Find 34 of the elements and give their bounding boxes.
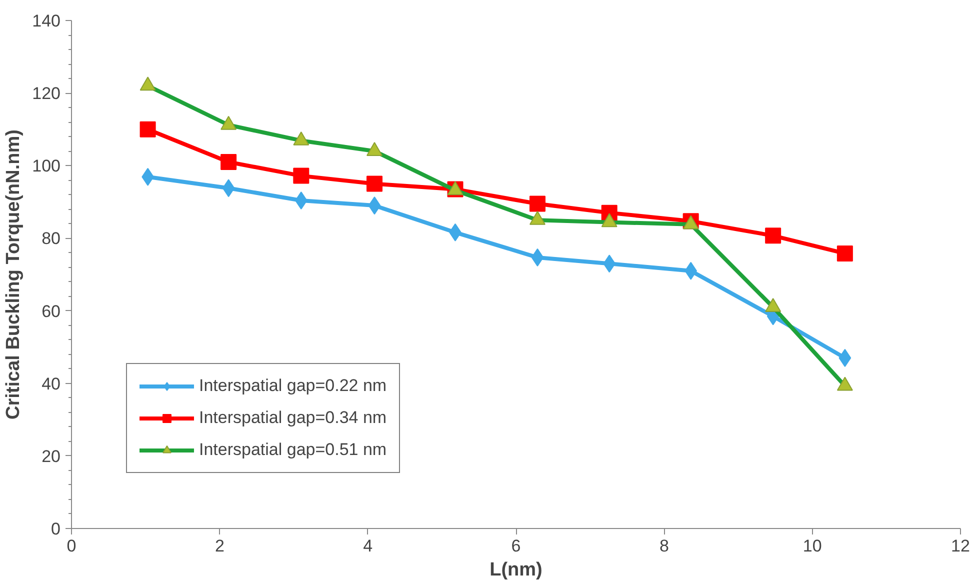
point [603, 254, 616, 273]
y-tick-label: 40 [42, 374, 61, 394]
legend-label: Interspatial gap=0.34 nm [199, 408, 387, 428]
x-tick-label: 0 [66, 536, 76, 556]
y-tick-label: 0 [51, 520, 61, 538]
point [293, 168, 310, 184]
x-tick-label: 8 [659, 536, 669, 556]
point [366, 176, 382, 192]
point [836, 245, 853, 262]
point [220, 154, 237, 170]
x-tick-label: 10 [802, 536, 822, 556]
y-tick-label: 60 [42, 302, 61, 321]
x-axis-title: L(nm) [490, 560, 542, 580]
point [294, 191, 308, 210]
point [140, 121, 156, 138]
point [222, 179, 235, 198]
x-tick-label: 2 [214, 536, 224, 556]
y-tick-label: 80 [42, 229, 61, 248]
y-tick-label: 20 [42, 446, 61, 466]
y-tick-label: 140 [32, 12, 61, 30]
x-tick-label: 6 [511, 536, 521, 556]
legend-label: Interspatial gap=0.51 nm [199, 440, 387, 460]
point [684, 262, 698, 280]
x-tick-label: 4 [363, 536, 373, 556]
point [838, 348, 852, 367]
point [368, 196, 381, 215]
point [529, 196, 546, 212]
x-tick-label: 12 [951, 536, 970, 556]
y-axis-title: Critical Buckling Torque(nN.nm) [3, 130, 24, 420]
point [531, 248, 544, 266]
point [765, 228, 782, 244]
legend-label: Interspatial gap=0.22 nm [199, 376, 387, 396]
y-tick-label: 120 [32, 84, 61, 104]
y-tick-label: 100 [32, 156, 61, 176]
